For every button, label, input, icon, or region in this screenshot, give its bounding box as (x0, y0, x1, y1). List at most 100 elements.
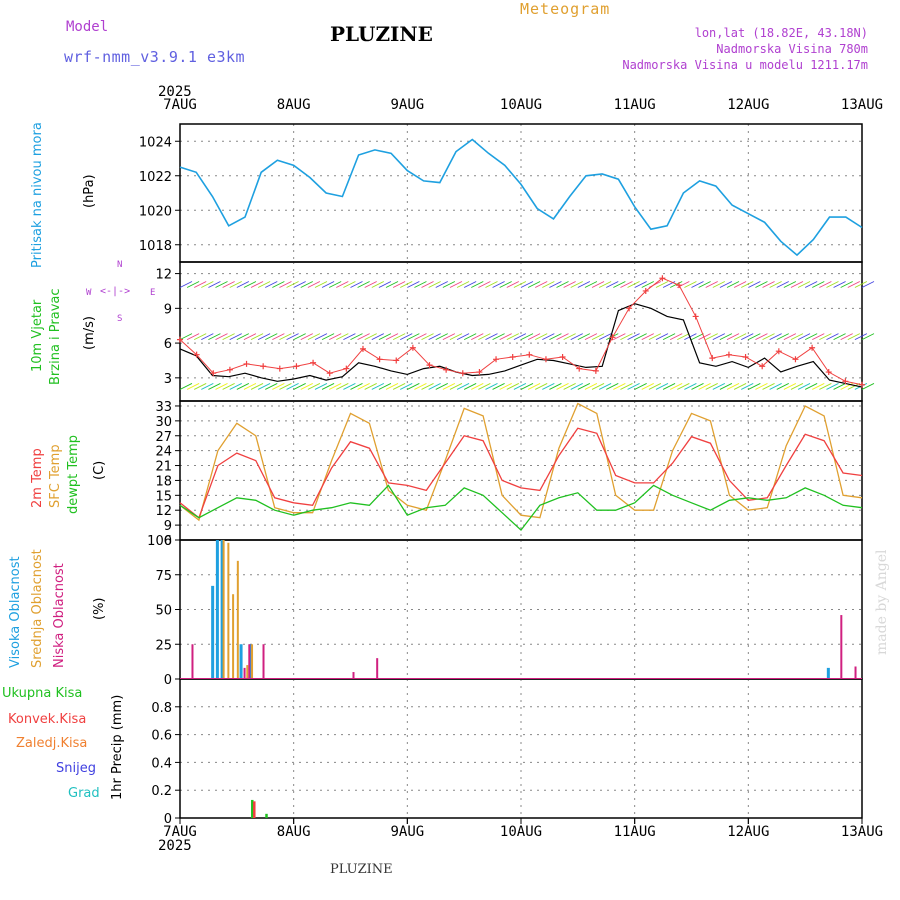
wind-barb (350, 333, 363, 341)
cloud-bar (246, 665, 249, 679)
wind-barb (179, 383, 193, 390)
wind-gust-marker (459, 370, 466, 377)
cloud-bar (826, 667, 830, 679)
y-tick-label: 0 (164, 673, 172, 688)
cloud-bar (840, 615, 843, 679)
wind-gust-marker (592, 367, 599, 374)
y-tick-label: 100 (147, 534, 172, 549)
wind-barb (222, 383, 235, 390)
pressure-line (179, 138, 863, 257)
wind-barb (392, 281, 406, 288)
compass-east: E (150, 288, 156, 298)
wind-gust-marker (359, 345, 366, 352)
wind-barb (520, 383, 534, 390)
wind-barb (627, 333, 640, 341)
wind-barb (428, 333, 441, 341)
wind-barb (634, 383, 647, 390)
wind-barb (861, 333, 875, 341)
wind-barb (712, 333, 726, 341)
wind-gust-marker (526, 351, 533, 358)
wind-barb (741, 333, 754, 341)
wind-barb (804, 383, 818, 390)
wind-barb (591, 281, 605, 288)
wind-barb (648, 333, 662, 341)
wind-barb (506, 281, 519, 288)
wind-barb (719, 281, 733, 288)
wind-barb (655, 333, 669, 341)
y-tick-label: 3 (164, 372, 172, 387)
cloud-bar (220, 540, 224, 679)
wind-gust-marker (742, 353, 749, 360)
wind-barb (463, 383, 477, 390)
cloud-bar (236, 560, 239, 679)
wind-barb (407, 281, 420, 288)
wind-barb (591, 383, 605, 390)
wind-barb (414, 333, 427, 341)
compass-north: N (117, 260, 123, 270)
wind-barb (847, 281, 860, 288)
wind-barb (748, 333, 761, 341)
wind-barb (563, 333, 576, 341)
wind-barb (762, 281, 775, 288)
y-tick-label: 1024 (139, 135, 172, 150)
wind-gust-marker (226, 366, 233, 373)
wind-barb (826, 281, 839, 288)
wind-barb (549, 333, 562, 341)
y-tick-label: 33 (155, 400, 172, 415)
wind-barb (215, 281, 228, 288)
wind-barb (705, 281, 718, 288)
wind-barb (861, 281, 875, 288)
wind-barb (833, 333, 846, 341)
wind-barb (627, 281, 640, 288)
wind-barb (783, 281, 797, 288)
wind-barb (463, 333, 477, 341)
wind-barb (776, 281, 789, 288)
wind-barb (563, 281, 576, 288)
wind-barb (407, 383, 420, 390)
wind-barb (186, 333, 200, 341)
wind-gust-marker (825, 369, 832, 376)
wind-barb (272, 383, 285, 390)
wind-barb (542, 383, 555, 390)
wind-gust-marker (376, 356, 383, 363)
legend-total-rain: Ukupna Kisa (2, 686, 83, 701)
wind-barb (535, 333, 548, 341)
wind-barb (179, 333, 193, 341)
wind-barb (769, 333, 782, 341)
wind-barb (371, 383, 385, 390)
wind-barb (769, 383, 782, 390)
cloud-bar (222, 540, 225, 679)
panel-frame (179, 678, 863, 819)
y-tick-label: 30 (155, 415, 172, 430)
wind-barb (300, 383, 313, 390)
wind-barb (293, 333, 306, 341)
wind-barb (265, 333, 278, 341)
wind-gust-marker (177, 336, 183, 343)
cloud-bar (249, 644, 253, 679)
date-label: 7AUG (163, 824, 197, 840)
wind-barb (471, 281, 484, 288)
wind-gust-marker (476, 369, 483, 376)
y-tick-label: 6 (164, 534, 172, 549)
wind-barb (606, 383, 619, 390)
wind-barb (833, 281, 846, 288)
date-label: 8AUG (276, 824, 311, 840)
wind-barb (527, 333, 541, 341)
wind-barb (549, 281, 562, 288)
coords-label: lon,lat (18.82E, 43.18N) (694, 26, 868, 40)
wind-barb (442, 333, 456, 341)
wind-barb (421, 383, 434, 390)
wind-barb (286, 383, 299, 390)
wind-barb (357, 281, 370, 288)
y-tick-label: 18 (155, 474, 172, 489)
date-label: 7AUG (163, 97, 197, 113)
y-tick-label: 1020 (139, 204, 172, 219)
wind-barb (861, 383, 875, 390)
wind-barb (215, 383, 228, 390)
wind-gust-marker (509, 353, 516, 360)
wind-barb (357, 333, 370, 341)
wind-barb (648, 383, 662, 390)
wind-barb (790, 383, 804, 390)
wind-gust-marker (642, 287, 649, 294)
wind-barb (705, 383, 718, 390)
